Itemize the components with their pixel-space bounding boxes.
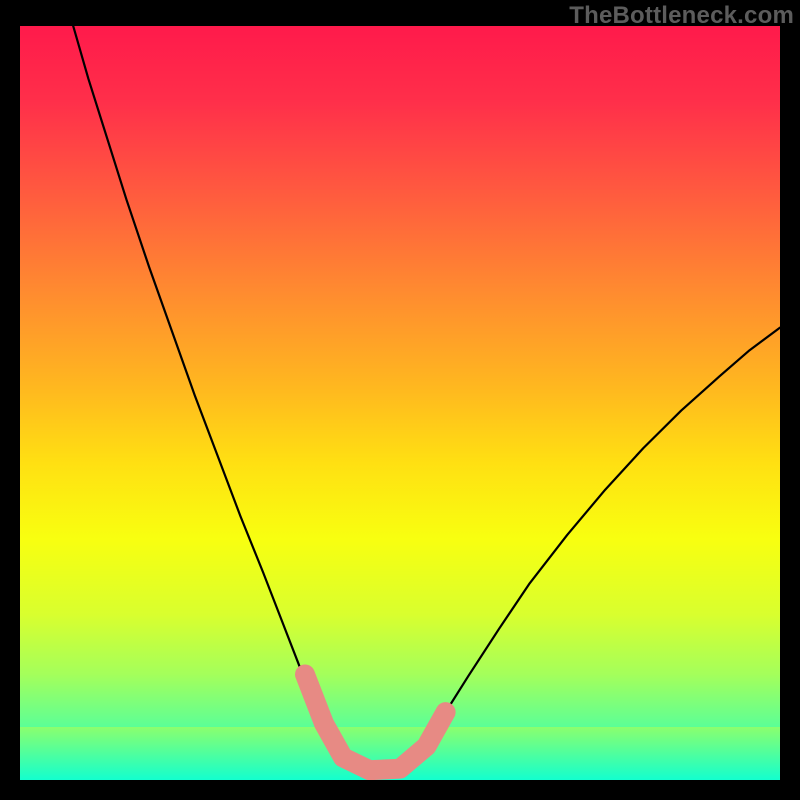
highlight-overlay	[20, 26, 780, 780]
chart-container: TheBottleneck.com	[0, 0, 800, 800]
plot-area	[20, 26, 780, 780]
